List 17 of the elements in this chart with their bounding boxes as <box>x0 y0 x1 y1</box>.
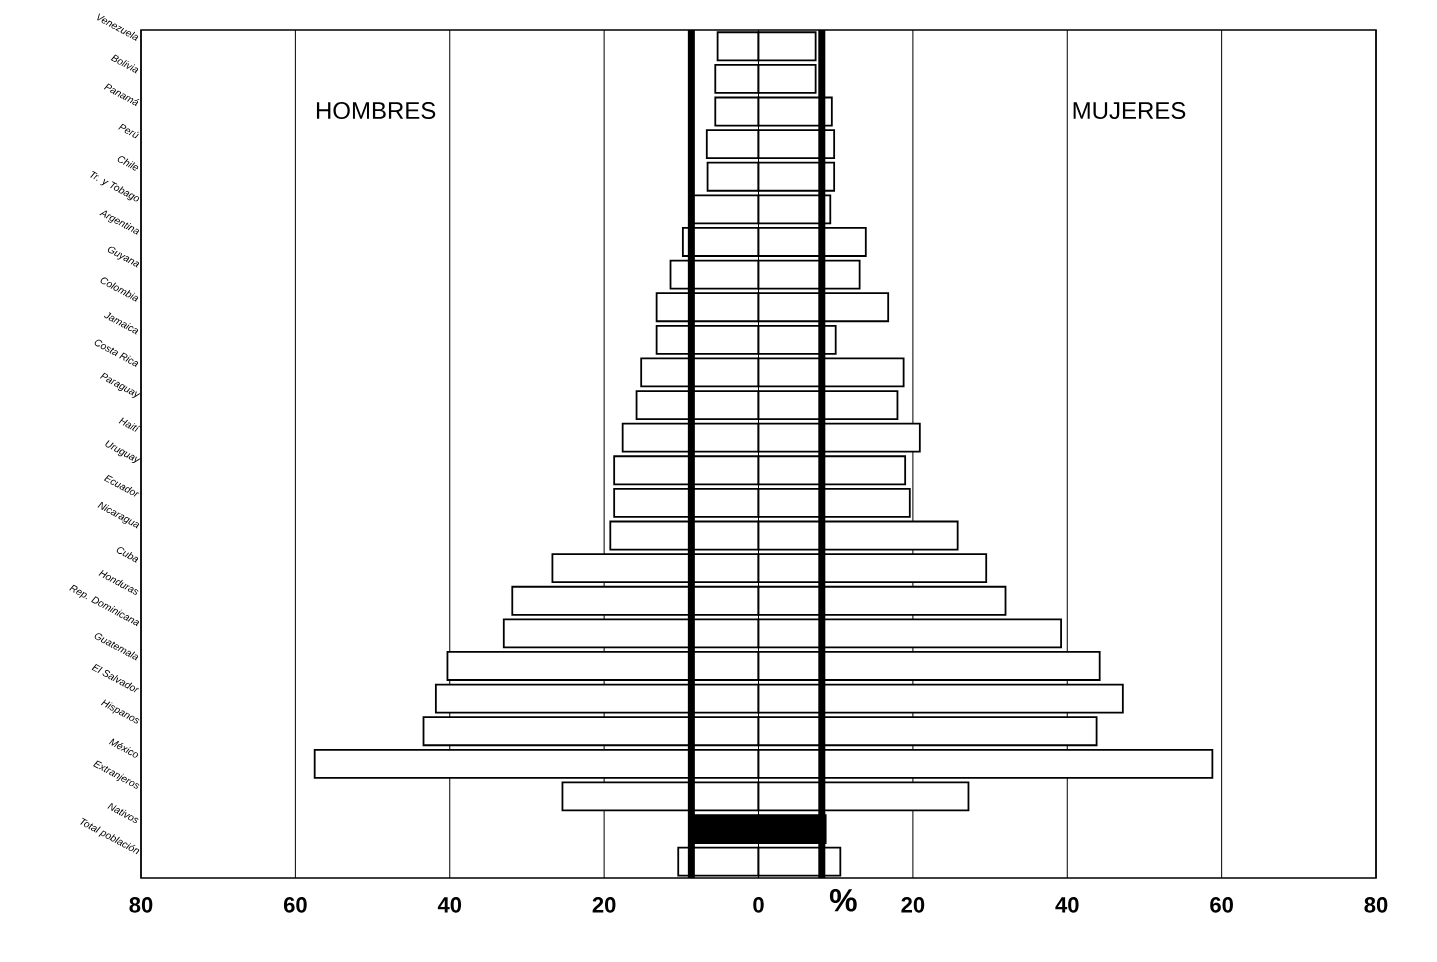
y-tick-label: Perú <box>118 123 140 139</box>
y-tick-label: Costa Rica <box>94 339 139 367</box>
x-tick-label: 60 <box>1210 897 1233 913</box>
x-tick-label: 60 <box>283 897 307 913</box>
x-tick-label: 40 <box>1055 897 1079 913</box>
x-tick-label: 0 <box>753 897 764 913</box>
annotation: MUJERES <box>1073 102 1186 120</box>
annotation: HOMBRES <box>316 102 436 120</box>
x-tick-label: 20 <box>901 897 925 913</box>
x-tick-label: 20 <box>592 897 616 913</box>
x-tick-label: 80 <box>1364 897 1388 913</box>
y-tick-label: Chile <box>117 156 139 171</box>
x-axis-title: % <box>829 889 857 912</box>
y-tick-label: Haití <box>118 417 141 432</box>
x-tick-label: 80 <box>129 897 153 913</box>
x-tick-label: 40 <box>437 897 462 913</box>
y-tick-label: Cuba <box>116 547 139 563</box>
